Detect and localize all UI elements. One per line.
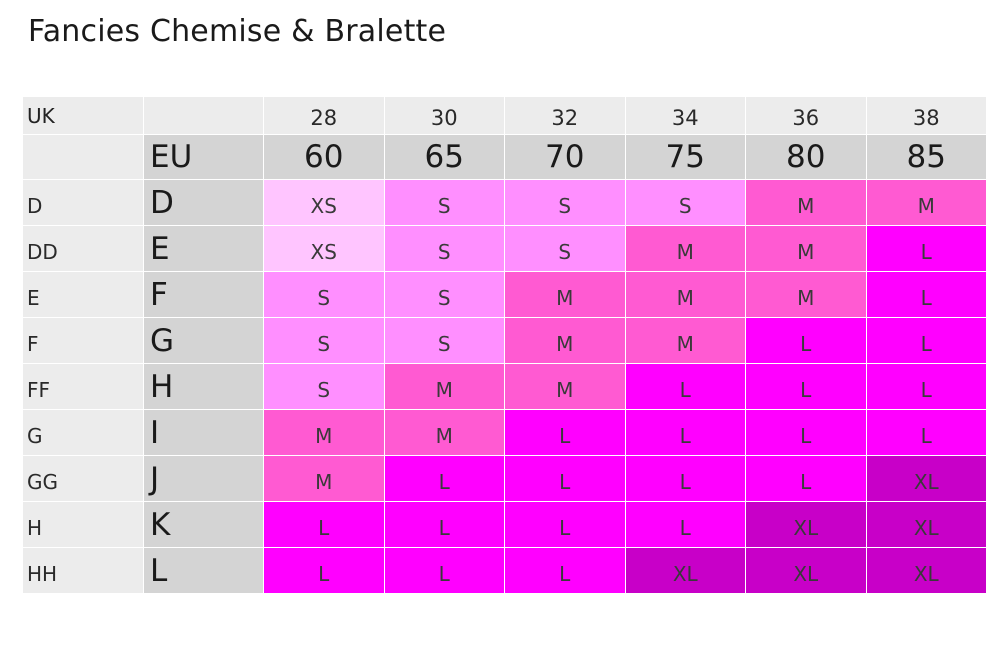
size-cell: M [384,410,504,455]
size-cell: L [866,364,986,409]
size-cell: XS [264,180,384,225]
size-cell: S [264,318,384,363]
eu-cup-label: H [144,364,263,409]
uk-cup-label: F [23,318,143,363]
size-cell: M [505,364,625,409]
size-cell: L [505,410,625,455]
size-cell: L [505,456,625,501]
size-cell: M [625,272,745,317]
size-cell: L [746,456,866,501]
size-cell: S [625,180,745,225]
size-cell: XL [866,456,986,501]
eu-header-blank-cell [23,135,143,179]
size-cell: XL [866,548,986,593]
size-cell: L [264,548,384,593]
eu-band-75: 75 [625,135,745,179]
eu-cup-label: K [144,502,263,547]
size-cell: L [866,226,986,271]
size-cell: L [384,456,504,501]
uk-band-32: 32 [505,97,625,134]
eu-cup-label: I [144,410,263,455]
size-cell: S [505,226,625,271]
size-cell: L [746,410,866,455]
uk-header-label: UK [23,97,143,134]
size-cell: M [505,318,625,363]
uk-cup-label: G [23,410,143,455]
size-cell: M [505,272,625,317]
eu-cup-label: G [144,318,263,363]
size-cell: L [384,502,504,547]
size-cell: L [625,410,745,455]
uk-cup-label: DD [23,226,143,271]
size-cell: M [746,272,866,317]
uk-band-30: 30 [384,97,504,134]
size-cell: L [746,318,866,363]
uk-band-28: 28 [264,97,384,134]
size-cell: S [264,364,384,409]
size-cell: XL [746,502,866,547]
size-chart-table: UK 28 30 32 34 36 38 EU 60 65 70 75 80 8… [23,97,986,593]
eu-band-70: 70 [505,135,625,179]
uk-cup-label: FF [23,364,143,409]
size-cell: S [384,318,504,363]
header-blank-cell [144,97,263,134]
size-cell: M [264,456,384,501]
size-cell: L [866,272,986,317]
size-cell: L [384,548,504,593]
size-cell: M [625,226,745,271]
eu-cup-label: J [144,456,263,501]
size-cell: M [746,226,866,271]
size-cell: M [264,410,384,455]
eu-band-85: 85 [866,135,986,179]
size-cell: S [264,272,384,317]
size-cell: L [625,502,745,547]
size-cell: L [264,502,384,547]
uk-band-36: 36 [746,97,866,134]
size-cell: M [384,364,504,409]
eu-header-label: EU [144,135,263,179]
size-cell: M [866,180,986,225]
uk-band-34: 34 [625,97,745,134]
uk-cup-label: H [23,502,143,547]
uk-cup-label: HH [23,548,143,593]
uk-cup-label: E [23,272,143,317]
eu-cup-label: L [144,548,263,593]
size-cell: L [866,410,986,455]
chart-title: Fancies Chemise & Bralette [28,14,447,49]
size-cell: L [866,318,986,363]
eu-cup-label: F [144,272,263,317]
size-cell: L [625,364,745,409]
eu-cup-label: D [144,180,263,225]
size-cell: XL [746,548,866,593]
uk-band-38: 38 [866,97,986,134]
eu-band-80: 80 [746,135,866,179]
size-cell: M [625,318,745,363]
size-cell: L [505,502,625,547]
size-cell: L [505,548,625,593]
size-cell: S [384,180,504,225]
size-cell: XL [625,548,745,593]
size-cell: L [746,364,866,409]
eu-band-65: 65 [384,135,504,179]
eu-band-60: 60 [264,135,384,179]
size-cell: S [505,180,625,225]
size-cell: S [384,226,504,271]
uk-cup-label: D [23,180,143,225]
size-cell: L [625,456,745,501]
uk-cup-label: GG [23,456,143,501]
size-cell: XL [866,502,986,547]
eu-cup-label: E [144,226,263,271]
size-cell: M [746,180,866,225]
size-cell: XS [264,226,384,271]
size-cell: S [384,272,504,317]
